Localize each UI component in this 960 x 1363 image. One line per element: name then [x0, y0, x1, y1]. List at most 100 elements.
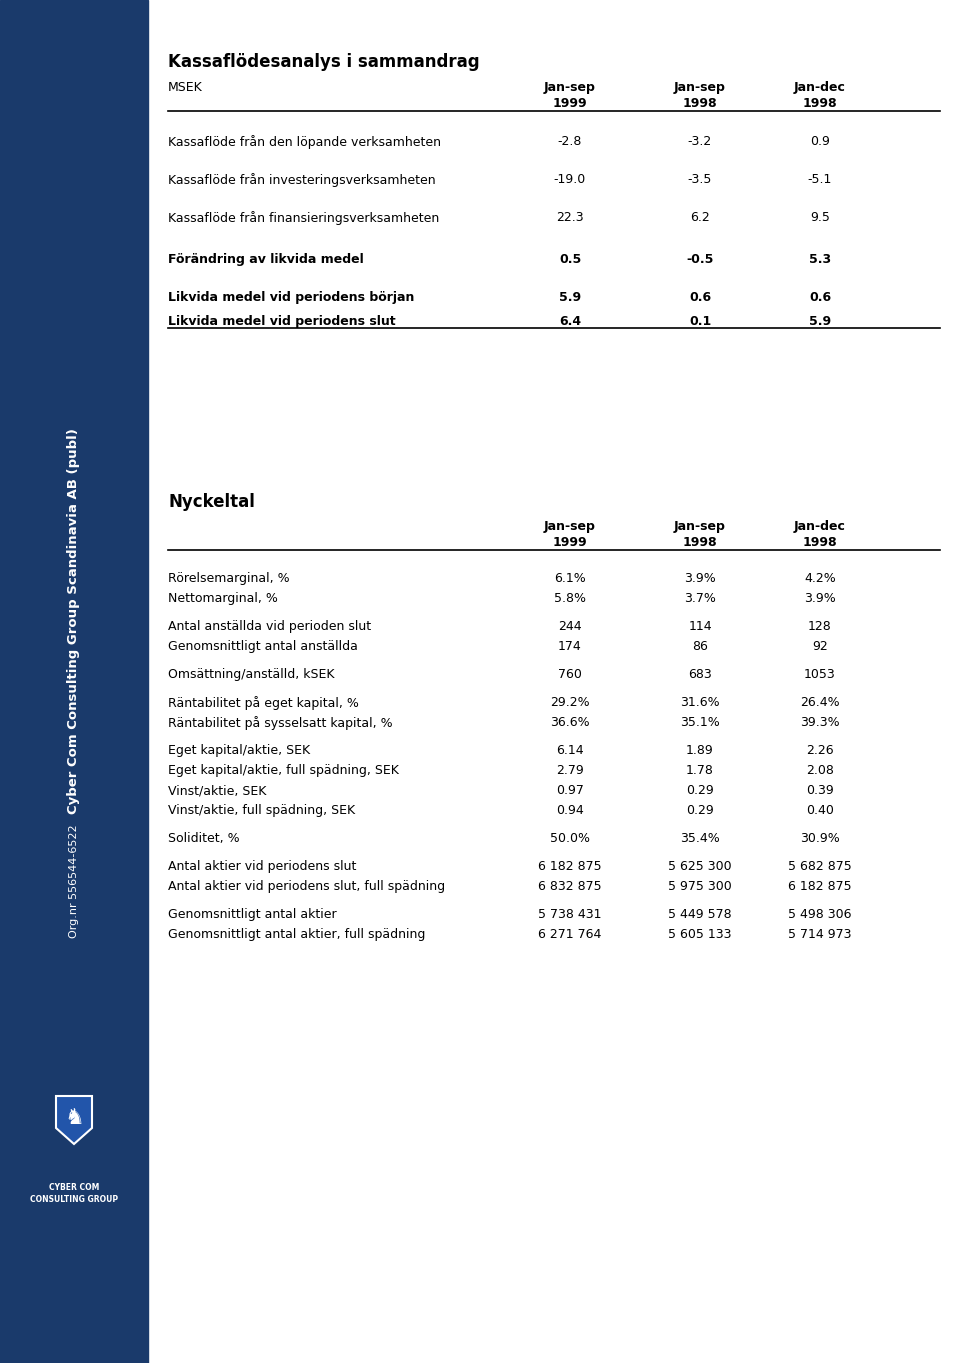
- Text: Vinst/aktie, full spädning, SEK: Vinst/aktie, full spädning, SEK: [168, 804, 355, 816]
- Text: 2.08: 2.08: [806, 765, 834, 777]
- Text: Antal aktier vid periodens slut: Antal aktier vid periodens slut: [168, 860, 356, 872]
- Text: Jan-sep: Jan-sep: [674, 521, 726, 533]
- Text: 0.6: 0.6: [809, 290, 831, 304]
- Text: Förändring av likvida medel: Förändring av likvida medel: [168, 254, 364, 266]
- Text: 2.26: 2.26: [806, 744, 834, 756]
- Text: Jan-sep: Jan-sep: [544, 80, 596, 94]
- Text: 5.9: 5.9: [559, 290, 581, 304]
- Text: -2.8: -2.8: [558, 135, 582, 149]
- Text: Jan-dec: Jan-dec: [794, 80, 846, 94]
- Text: Likvida medel vid periodens slut: Likvida medel vid periodens slut: [168, 315, 396, 328]
- Text: Jan-dec: Jan-dec: [794, 521, 846, 533]
- Text: 760: 760: [558, 668, 582, 682]
- Text: Kassaflöde från finansieringsverksamheten: Kassaflöde från finansieringsverksamhete…: [168, 211, 440, 225]
- Text: 0.5: 0.5: [559, 254, 581, 266]
- Text: 5 738 431: 5 738 431: [539, 908, 602, 921]
- Text: -3.2: -3.2: [688, 135, 712, 149]
- Text: Eget kapital/aktie, SEK: Eget kapital/aktie, SEK: [168, 744, 310, 756]
- Text: 6 182 875: 6 182 875: [788, 880, 852, 893]
- Text: Eget kapital/aktie, full spädning, SEK: Eget kapital/aktie, full spädning, SEK: [168, 765, 398, 777]
- Text: Räntabilitet på eget kapital, %: Räntabilitet på eget kapital, %: [168, 696, 359, 710]
- Text: 1998: 1998: [683, 536, 717, 549]
- Text: Nettomarginal, %: Nettomarginal, %: [168, 592, 277, 605]
- Text: 5 498 306: 5 498 306: [788, 908, 852, 921]
- Text: 0.9: 0.9: [810, 135, 830, 149]
- Text: 683: 683: [688, 668, 712, 682]
- Text: 0.29: 0.29: [686, 804, 714, 816]
- Text: 5 714 973: 5 714 973: [788, 928, 852, 940]
- Text: 0.40: 0.40: [806, 804, 834, 816]
- Text: 5 975 300: 5 975 300: [668, 880, 732, 893]
- Text: 5.3: 5.3: [809, 254, 831, 266]
- Text: Antal aktier vid periodens slut, full spädning: Antal aktier vid periodens slut, full sp…: [168, 880, 445, 893]
- Text: 22.3: 22.3: [556, 211, 584, 224]
- Text: 1.89: 1.89: [686, 744, 714, 756]
- Text: 1998: 1998: [683, 97, 717, 110]
- Text: Kassaflöde från den löpande verksamheten: Kassaflöde från den löpande verksamheten: [168, 135, 441, 149]
- Text: 6 832 875: 6 832 875: [539, 880, 602, 893]
- Bar: [0, 0, 148, 1363]
- Text: Räntabilitet på sysselsatt kapital, %: Räntabilitet på sysselsatt kapital, %: [168, 716, 393, 731]
- Text: Rörelsemarginal, %: Rörelsemarginal, %: [168, 572, 290, 585]
- Text: Soliditet, %: Soliditet, %: [168, 831, 240, 845]
- Text: 29.2%: 29.2%: [550, 696, 589, 709]
- Text: CONSULTING GROUP: CONSULTING GROUP: [30, 1195, 118, 1205]
- Text: 0.94: 0.94: [556, 804, 584, 816]
- Polygon shape: [56, 1096, 92, 1144]
- Text: 31.6%: 31.6%: [681, 696, 720, 709]
- Text: Nyckeltal: Nyckeltal: [168, 493, 254, 511]
- Text: Vinst/aktie, SEK: Vinst/aktie, SEK: [168, 784, 266, 797]
- Text: -3.5: -3.5: [687, 173, 712, 185]
- Text: CYBER COM: CYBER COM: [49, 1183, 99, 1193]
- Text: 5 449 578: 5 449 578: [668, 908, 732, 921]
- Text: Kassaflöde från investeringsverksamheten: Kassaflöde från investeringsverksamheten: [168, 173, 436, 187]
- Text: 5 682 875: 5 682 875: [788, 860, 852, 872]
- Text: 1053: 1053: [804, 668, 836, 682]
- Text: 0.97: 0.97: [556, 784, 584, 797]
- Text: 36.6%: 36.6%: [550, 716, 589, 729]
- Text: 6 182 875: 6 182 875: [539, 860, 602, 872]
- Text: -5.1: -5.1: [807, 173, 832, 185]
- Text: -19.0: -19.0: [554, 173, 587, 185]
- Text: 35.4%: 35.4%: [680, 831, 720, 845]
- Text: Genomsnittligt antal aktier, full spädning: Genomsnittligt antal aktier, full spädni…: [168, 928, 425, 940]
- Text: 0.29: 0.29: [686, 784, 714, 797]
- Text: 4.2%: 4.2%: [804, 572, 836, 585]
- Text: 9.5: 9.5: [810, 211, 830, 224]
- Text: 6.1%: 6.1%: [554, 572, 586, 585]
- Text: 174: 174: [558, 641, 582, 653]
- Text: 0.6: 0.6: [689, 290, 711, 304]
- Text: 5.8%: 5.8%: [554, 592, 586, 605]
- Text: 1998: 1998: [803, 536, 837, 549]
- Text: 50.0%: 50.0%: [550, 831, 590, 845]
- Text: 1999: 1999: [553, 536, 588, 549]
- Text: 6 271 764: 6 271 764: [539, 928, 602, 940]
- Text: -0.5: -0.5: [686, 254, 713, 266]
- Text: 128: 128: [808, 620, 832, 632]
- Text: MSEK: MSEK: [168, 80, 203, 94]
- Text: 5.9: 5.9: [809, 315, 831, 328]
- Text: 5 605 133: 5 605 133: [668, 928, 732, 940]
- Text: 35.1%: 35.1%: [680, 716, 720, 729]
- Text: 86: 86: [692, 641, 708, 653]
- Text: Cyber Com Consulting Group Scandinavia AB (publ): Cyber Com Consulting Group Scandinavia A…: [67, 428, 81, 815]
- Text: 6.2: 6.2: [690, 211, 709, 224]
- Text: 92: 92: [812, 641, 828, 653]
- Text: 114: 114: [688, 620, 711, 632]
- Text: 3.9%: 3.9%: [684, 572, 716, 585]
- Text: ♞: ♞: [64, 1108, 84, 1129]
- Text: Genomsnittligt antal anställda: Genomsnittligt antal anställda: [168, 641, 358, 653]
- Text: Antal anställda vid perioden slut: Antal anställda vid perioden slut: [168, 620, 372, 632]
- Text: Genomsnittligt antal aktier: Genomsnittligt antal aktier: [168, 908, 337, 921]
- Text: Jan-sep: Jan-sep: [674, 80, 726, 94]
- Text: 1998: 1998: [803, 97, 837, 110]
- Text: Org.nr 556544-6522: Org.nr 556544-6522: [69, 825, 79, 938]
- Text: 6.14: 6.14: [556, 744, 584, 756]
- Text: 3.7%: 3.7%: [684, 592, 716, 605]
- Text: 3.9%: 3.9%: [804, 592, 836, 605]
- Text: Jan-sep: Jan-sep: [544, 521, 596, 533]
- Text: 30.9%: 30.9%: [800, 831, 840, 845]
- Text: 2.79: 2.79: [556, 765, 584, 777]
- Text: 0.39: 0.39: [806, 784, 834, 797]
- Text: 39.3%: 39.3%: [801, 716, 840, 729]
